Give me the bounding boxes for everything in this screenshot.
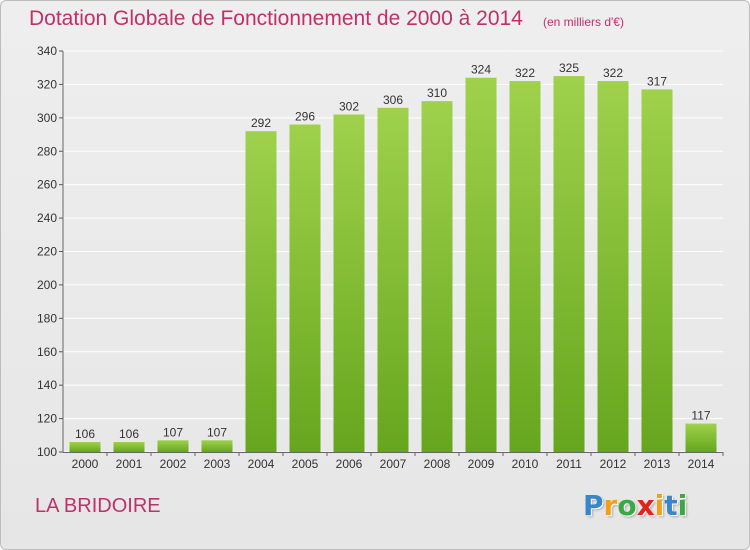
x-tick-label: 2014	[688, 457, 715, 471]
chart-title: Dotation Globale de Fonctionnement de 20…	[29, 7, 523, 30]
logo-letter: i	[654, 489, 665, 522]
y-tick-label: 340	[37, 44, 57, 58]
y-tick-label: 180	[37, 311, 57, 325]
bar	[509, 81, 541, 452]
bar	[377, 107, 409, 452]
bar	[641, 89, 673, 452]
y-tick-label: 200	[37, 278, 57, 292]
data-label: 106	[75, 427, 95, 441]
data-label: 325	[559, 61, 579, 75]
x-tick-label: 2007	[380, 457, 407, 471]
commune-name: LA BRIDOIRE	[35, 495, 161, 517]
x-tick-label: 2008	[424, 457, 451, 471]
data-labels: 106 106 107 107 292 296 302 306 310 324 322 325 322 3…	[75, 61, 711, 441]
bar	[465, 77, 497, 452]
logo-letter: i	[677, 489, 688, 522]
bar	[113, 441, 145, 452]
data-label: 310	[427, 86, 447, 100]
data-label: 107	[163, 425, 183, 439]
x-tick-label: 2001	[116, 457, 143, 471]
x-tick-label: 2006	[336, 457, 363, 471]
logo-letter: P	[583, 489, 604, 522]
data-label: 322	[515, 66, 535, 80]
x-tick-label: 2000	[72, 457, 99, 471]
bar	[201, 440, 233, 452]
y-tick-label: 140	[37, 378, 57, 392]
logo-letter: t	[664, 489, 678, 522]
bar	[685, 423, 717, 452]
data-label: 106	[119, 427, 139, 441]
x-tick-label: 2011	[556, 457, 582, 471]
bar	[333, 114, 365, 452]
data-label: 306	[383, 93, 403, 107]
logo-letter: x	[636, 489, 655, 522]
bar	[597, 81, 629, 452]
proxiti-logo: Proxiti	[583, 489, 687, 522]
logo-letter: r	[603, 489, 618, 522]
y-tick-label: 100	[37, 445, 57, 459]
data-label: 107	[207, 425, 227, 439]
data-label: 324	[471, 63, 491, 77]
x-tick-label: 2003	[204, 457, 231, 471]
data-label: 117	[691, 409, 710, 423]
bar	[553, 76, 585, 452]
data-label: 292	[251, 116, 271, 130]
y-tick-label: 160	[37, 345, 57, 359]
x-tick-label: 2009	[468, 457, 495, 471]
data-label: 296	[295, 110, 315, 124]
x-axis: 2000 2001 2002 2003 2004 2005 2006 2007 2008 2009…	[63, 452, 724, 471]
x-tick-label: 2002	[160, 457, 187, 471]
bar	[289, 124, 321, 453]
y-tick-label: 220	[37, 245, 57, 259]
x-tick-label: 2005	[292, 457, 319, 471]
data-label: 322	[603, 66, 623, 80]
y-tick-label: 300	[37, 111, 57, 125]
bar	[245, 131, 277, 452]
bars	[69, 76, 717, 453]
y-tick-label: 280	[37, 144, 57, 158]
x-tick-label: 2013	[644, 457, 671, 471]
logo-letter: o	[617, 489, 637, 522]
y-tick-label: 120	[37, 412, 57, 426]
y-tick-label: 240	[37, 211, 57, 225]
y-tick-label: 320	[37, 77, 57, 91]
data-label: 317	[647, 74, 667, 88]
bar	[157, 440, 189, 452]
x-tick-label: 2004	[248, 457, 275, 471]
y-axis: 100 120 140 160 180 200 220 240 260 280 300 320 340	[37, 44, 64, 459]
y-tick-label: 260	[37, 178, 57, 192]
chart-subtitle: (en milliers d'€)	[543, 15, 624, 29]
bar	[421, 101, 453, 452]
x-tick-label: 2010	[512, 457, 539, 471]
x-tick-label: 2012	[600, 457, 627, 471]
bar	[69, 441, 101, 452]
data-label: 302	[339, 99, 359, 113]
